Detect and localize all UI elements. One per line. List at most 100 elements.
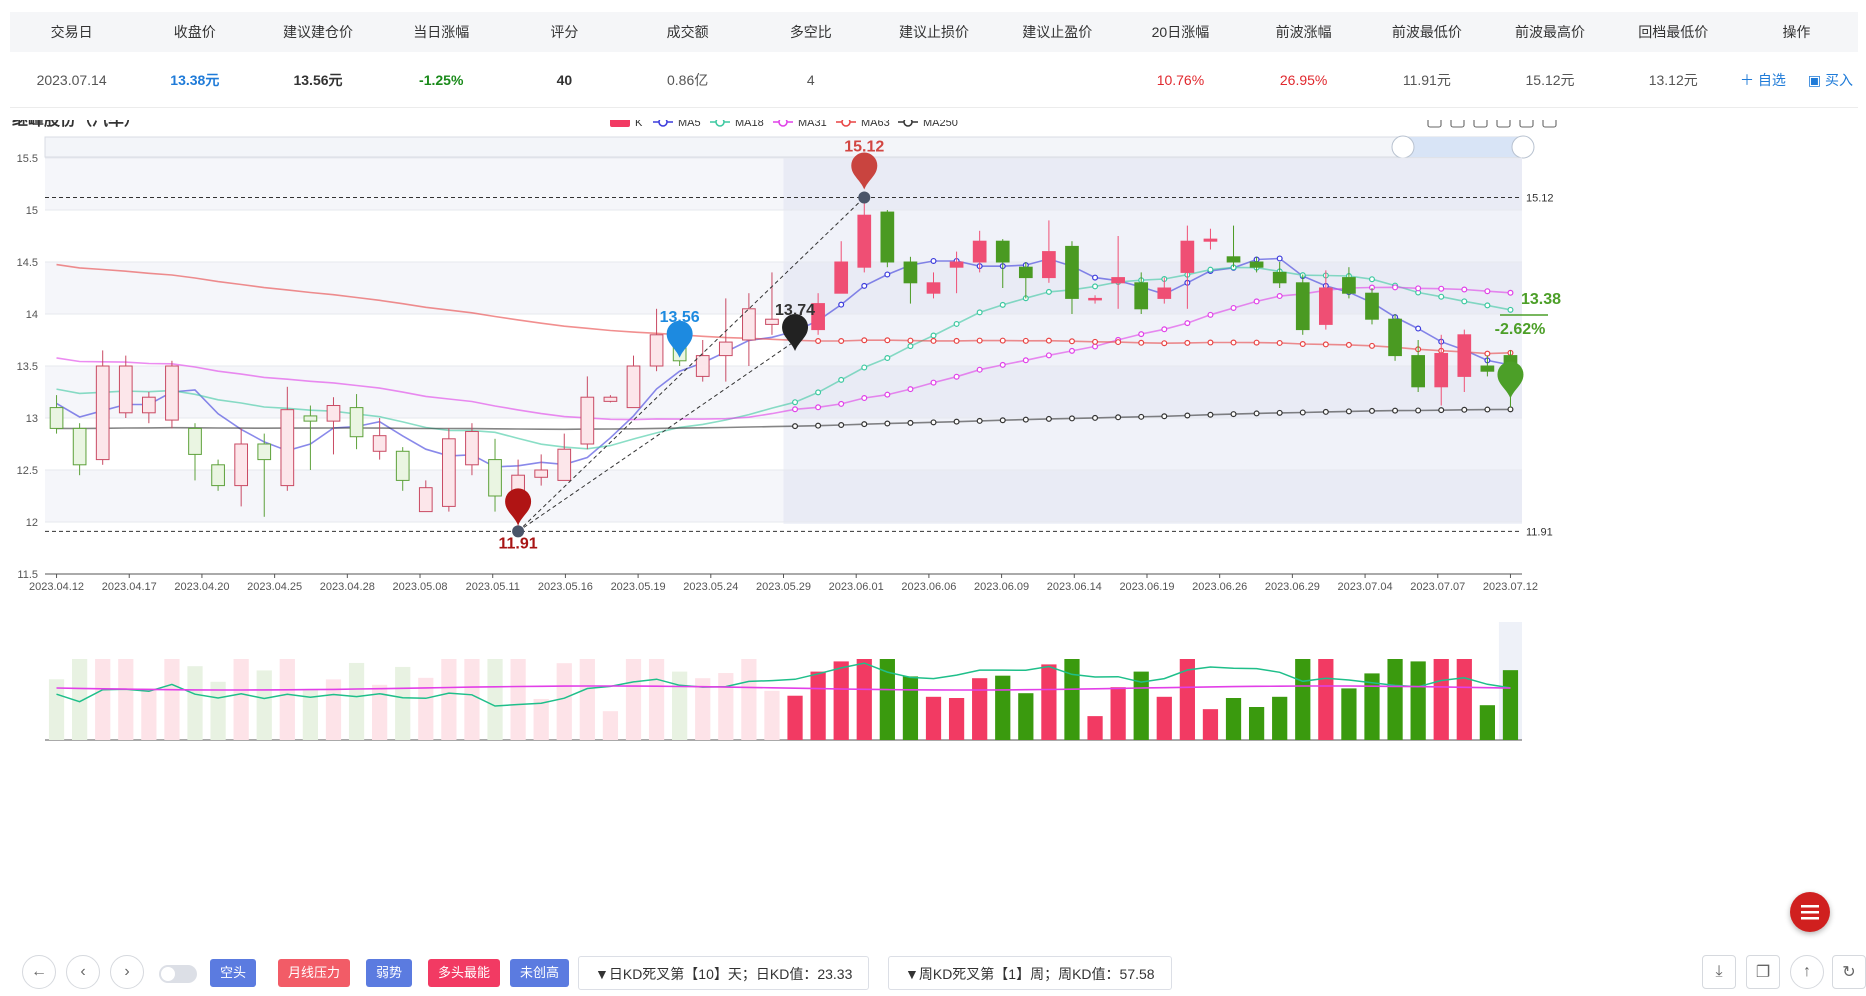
tag-bull[interactable]: 多头最能 (428, 959, 501, 987)
header-cell: 回档最低价 (1638, 24, 1709, 40)
cell-wave-high: 15.12元 (1525, 71, 1575, 88)
volume-bar (1364, 673, 1380, 740)
kd-d-line (56, 685, 1511, 691)
volume-bar (902, 676, 919, 740)
ma250-point (1299, 409, 1306, 416)
header-cell: 评分 (550, 24, 579, 40)
legend-dot-swatch (715, 120, 725, 127)
legend-label: K (635, 120, 643, 129)
legend-dot-swatch (841, 120, 851, 127)
grid-band (45, 158, 1522, 210)
zoom-area-icon-shape (1450, 120, 1465, 128)
ma250-point (1092, 414, 1099, 421)
ma31-point (1392, 284, 1399, 291)
ma18-point (907, 343, 914, 350)
volume-bar (118, 659, 134, 740)
ma5-point (1276, 255, 1283, 262)
volume-bar (533, 698, 549, 740)
prev-button[interactable]: ‹ (66, 955, 100, 989)
candle-body (118, 365, 133, 414)
y-tick-label: 15 (26, 205, 38, 217)
ma63-point (1368, 342, 1375, 349)
ma63-point (1068, 338, 1075, 345)
candle-body (418, 487, 433, 513)
low-pin (505, 488, 532, 526)
ma250-point (1207, 411, 1214, 418)
refresh-icon: ↻ (1842, 964, 1856, 981)
refresh-button[interactable]: ↻ (1832, 955, 1866, 989)
x-tick-label: 2023.07.07 (1410, 581, 1465, 593)
last-close-pin (1497, 361, 1524, 399)
candle-body (1411, 355, 1425, 388)
tag-no-new-high[interactable]: 未创高 (510, 959, 570, 987)
x-tick-label: 2023.05.16 (538, 581, 593, 593)
ma250-point (1184, 412, 1191, 419)
ma63-point (884, 337, 891, 344)
candle-body (1295, 282, 1310, 331)
candle-body (165, 365, 179, 421)
menu-fab-button[interactable] (1790, 892, 1830, 932)
back-arrow-button[interactable]: ← (22, 955, 56, 989)
x-tick-label: 2023.05.11 (466, 581, 520, 593)
stock-chart: 继峰股份（汽车） K MA5 MA18 MA31 MA63 MA250 15.5 15 14.5 1… (12, 120, 1561, 741)
candle-body (1318, 287, 1333, 325)
volume-bar (1387, 659, 1403, 740)
volume-bar (418, 677, 434, 740)
save-image-icon (1542, 120, 1557, 128)
scroll-top-button[interactable]: ↑ (1790, 955, 1824, 989)
candle-body (1042, 251, 1056, 279)
volume-bar (972, 678, 988, 740)
x-tick-label: 2023.07.04 (1338, 581, 1393, 593)
candle-body (1111, 277, 1125, 284)
toggle-switch[interactable] (159, 965, 197, 983)
x-tick-label: 2023.04.25 (247, 581, 302, 593)
candle-body (188, 427, 202, 455)
download-button[interactable]: ⤓ (1702, 955, 1736, 989)
ma5-point (884, 271, 891, 278)
add-watch-button[interactable]: ＋ 自选 (1739, 71, 1786, 88)
ma250-point (1230, 411, 1237, 418)
volume-bar (302, 690, 319, 740)
restore-icon-shape (1496, 120, 1511, 128)
y-tick-label: 14 (26, 309, 38, 321)
cell-amount: 0.86亿 (666, 71, 709, 88)
ma63-point (1299, 341, 1306, 348)
x-tick-label: 2023.04.12 (29, 581, 84, 593)
volume-bar (810, 671, 826, 740)
header-cell: 建议止盈价 (1022, 24, 1093, 40)
refresh-icon-shape (1427, 120, 1442, 128)
tag-weak[interactable]: 弱势 (366, 959, 413, 987)
high-pin-shape (851, 152, 878, 190)
candle-body (1480, 365, 1495, 372)
mid-label: 13.74 (775, 302, 815, 319)
buy-button[interactable]: ▣ 买入 (1808, 70, 1853, 90)
candle-body (603, 396, 618, 402)
ma250-point (1253, 410, 1260, 417)
ma63-point (999, 337, 1006, 344)
ma63-point (1115, 339, 1122, 346)
volume-bar (164, 659, 180, 740)
build-price-pin-shape (666, 320, 693, 358)
ma31-point (1415, 285, 1422, 292)
arrow-up-icon: ↑ (1803, 963, 1811, 980)
volume-bar (579, 659, 595, 740)
next-button[interactable]: › (110, 955, 144, 989)
copy-button[interactable]: ❐ (1746, 955, 1780, 989)
x-tick-label: 2023.06.26 (1192, 581, 1247, 593)
ma63-point (1276, 339, 1283, 346)
volume-bar (510, 659, 526, 740)
volume-bar (741, 659, 757, 740)
x-tick-label: 2023.05.29 (756, 581, 811, 593)
header-cell: 前波最低价 (1391, 24, 1462, 40)
volume-bar (1456, 659, 1472, 740)
ma18-point (1461, 298, 1468, 305)
menu-icon (1801, 905, 1819, 920)
ma18-point (1484, 302, 1491, 309)
tag-bearish[interactable]: 空头 (210, 959, 257, 987)
ma18-point (1368, 276, 1375, 283)
ma63-point (1484, 350, 1491, 357)
header-cell: 多空比 (789, 24, 832, 40)
tag-monthly-pressure[interactable]: 月线压力 (278, 959, 351, 987)
candle-body (142, 396, 156, 414)
candle-body (972, 240, 987, 263)
